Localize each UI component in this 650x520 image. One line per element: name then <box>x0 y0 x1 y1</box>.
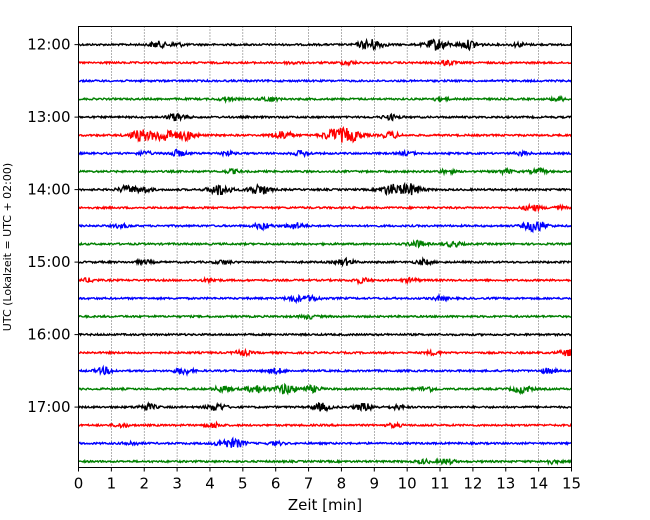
y-tick-label: 13:00 <box>27 108 70 126</box>
trace-line <box>78 148 572 159</box>
x-tick-label: 5 <box>238 475 248 493</box>
x-axis-ticks: 0 1 2 3 4 5 6 7 8 9 10 11 12 13 14 15 <box>74 467 581 493</box>
trace-line <box>77 332 572 338</box>
trace-line <box>78 221 573 234</box>
x-tick-label: 14 <box>529 475 548 493</box>
trace-line <box>78 112 573 123</box>
y-axis-ticks: 12:00 13:00 14:00 15:00 16:00 17:00 <box>27 36 79 416</box>
trace-line <box>78 94 572 104</box>
seismic-traces <box>77 37 573 466</box>
x-tick-label: 0 <box>74 475 84 493</box>
x-tick-label: 9 <box>370 475 380 493</box>
y-axis-label: UTC (Lokalzeit = UTC + 02:00) <box>1 163 14 331</box>
x-tick-label: 2 <box>139 475 149 493</box>
y-tick-label: 14:00 <box>27 181 70 199</box>
trace-line <box>78 347 572 358</box>
trace-line <box>78 78 573 84</box>
trace-line <box>77 126 572 144</box>
y-tick-label: 12:00 <box>27 36 70 54</box>
trace-line <box>78 382 572 396</box>
x-tick-label: 8 <box>337 475 347 493</box>
x-tick-label: 1 <box>107 475 117 493</box>
trace-line <box>78 401 572 413</box>
trace-line <box>77 256 572 268</box>
x-tick-label: 6 <box>271 475 281 493</box>
trace-line <box>77 181 572 197</box>
x-tick-label: 11 <box>430 475 449 493</box>
x-tick-label: 3 <box>172 475 182 493</box>
trace-line <box>78 457 573 466</box>
trace-line <box>78 37 572 52</box>
x-tick-label: 13 <box>496 475 515 493</box>
x-tick-label: 10 <box>398 475 417 493</box>
trace-line <box>78 59 573 67</box>
trace-line <box>78 420 573 430</box>
y-tick-label: 15:00 <box>27 253 70 271</box>
x-tick-label: 15 <box>562 475 581 493</box>
vertical-gridlines <box>111 26 539 468</box>
trace-line <box>78 364 572 377</box>
trace-line <box>78 166 572 177</box>
trace-line <box>78 239 573 249</box>
y-tick-label: 16:00 <box>27 326 70 344</box>
plot-frame <box>78 26 572 468</box>
y-tick-label: 17:00 <box>27 398 70 416</box>
trace-line <box>77 436 572 448</box>
trace-line <box>77 202 572 213</box>
trace-line <box>78 292 572 305</box>
x-tick-label: 12 <box>463 475 482 493</box>
x-tick-label: 4 <box>205 475 215 493</box>
x-tick-label: 7 <box>304 475 314 493</box>
trace-line <box>78 275 572 286</box>
trace-line <box>78 313 572 321</box>
x-axis-label: Zeit [min] <box>288 496 362 514</box>
